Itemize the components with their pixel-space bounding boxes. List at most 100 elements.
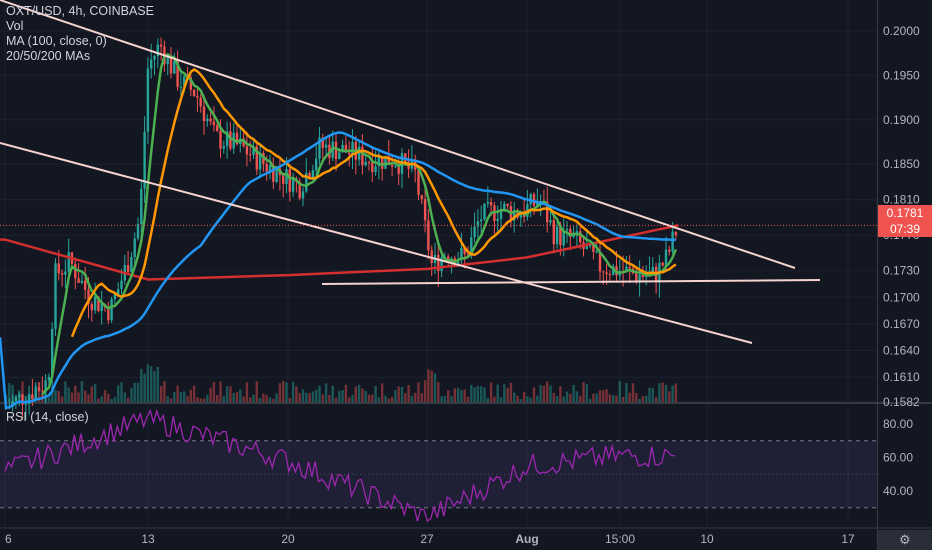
- volume-bar: [229, 386, 232, 402]
- time-tick-label: 6: [5, 532, 12, 546]
- volume-bar: [423, 380, 427, 402]
- candle-body: [34, 387, 37, 399]
- volume-bars: [4, 364, 678, 402]
- price-tick-label: 0.1700: [883, 290, 920, 304]
- volume-bar: [183, 391, 186, 402]
- volume-bar: [390, 396, 394, 402]
- volume-bar: [67, 387, 70, 402]
- ma-label: MA (100, close, 0): [6, 34, 107, 48]
- candle-body: [628, 266, 631, 269]
- gear-icon: ⚙: [899, 532, 911, 547]
- volume-bar: [60, 396, 64, 402]
- ma50-line: [70, 68, 677, 338]
- volume-bar: [456, 388, 460, 402]
- volume-bar: [374, 385, 377, 402]
- volume-bar: [489, 382, 493, 402]
- candle-body: [476, 221, 480, 227]
- rsi-band: [0, 440, 877, 508]
- volume-bar: [90, 386, 93, 402]
- volume-bar: [361, 388, 364, 402]
- candle-body: [489, 202, 493, 206]
- candle-body: [499, 209, 503, 220]
- volume-bar: [562, 396, 565, 402]
- candle-body: [97, 296, 100, 312]
- candle-body: [536, 203, 539, 206]
- volume-bar: [430, 370, 433, 402]
- candle-body: [321, 137, 324, 148]
- candle-body: [506, 203, 509, 207]
- volume-bar: [308, 393, 311, 402]
- volume-bar: [239, 389, 242, 402]
- candle-body: [159, 44, 163, 47]
- chart-settings-button[interactable]: ⚙: [878, 530, 932, 550]
- candle-body: [315, 158, 318, 171]
- candle-body: [529, 194, 532, 205]
- volume-bar: [328, 394, 331, 402]
- volume-bar: [252, 394, 255, 402]
- candle-body: [344, 144, 348, 153]
- candle-body: [60, 273, 64, 275]
- volume-bar: [133, 382, 136, 402]
- candle-body: [77, 278, 80, 283]
- candle-body: [562, 230, 565, 246]
- volume-bar: [37, 382, 41, 402]
- volume-bar: [552, 392, 555, 402]
- volume-bar: [268, 397, 272, 402]
- volume-bar: [509, 382, 513, 402]
- volume-bar: [592, 393, 595, 402]
- volume-bar: [298, 393, 301, 402]
- volume-bar: [57, 391, 60, 402]
- candle-body: [202, 106, 206, 122]
- candle-body: [318, 137, 321, 159]
- candle-body: [249, 154, 252, 156]
- volume-bar: [51, 387, 54, 402]
- volume-bar: [536, 395, 539, 402]
- volume-bar: [245, 382, 249, 402]
- volume-bar: [110, 398, 113, 402]
- volume-bar: [480, 386, 483, 402]
- volume-bar: [341, 390, 344, 402]
- volume-bar: [212, 381, 216, 402]
- volume-bar: [387, 398, 390, 402]
- candle-body: [255, 146, 258, 170]
- volume-bar: [470, 384, 473, 402]
- candle-body: [179, 86, 183, 88]
- candle-body: [569, 228, 572, 237]
- volume-bar: [278, 383, 282, 402]
- volume-bar: [199, 398, 202, 402]
- countdown-tag: 07:39: [878, 221, 932, 237]
- candle-body: [47, 376, 51, 381]
- time-axis: 6 13 20 27 Aug 15:00 10 17: [5, 532, 855, 546]
- candle-body: [199, 97, 202, 107]
- candle-body: [423, 199, 427, 221]
- candle-body: [480, 219, 483, 222]
- price-axis: 0.20000.19500.19000.18500.18100.17700.17…: [883, 24, 920, 409]
- volume-bar: [463, 389, 466, 402]
- candle-body: [377, 156, 381, 167]
- candle-body: [44, 380, 47, 392]
- volume-bar: [414, 392, 417, 402]
- volume-bar: [486, 397, 489, 402]
- chart-legend: OXT/USD, 4h, COINBASE Vol MA (100, close…: [6, 4, 154, 64]
- candle-body: [27, 394, 31, 404]
- volume-bar: [288, 397, 291, 402]
- candle-body: [437, 254, 440, 272]
- volume-bar: [526, 396, 529, 402]
- candle-body: [486, 202, 489, 204]
- trendline: [321, 279, 821, 285]
- candle-body: [371, 162, 374, 173]
- volume-bar: [8, 383, 11, 402]
- time-tick-label: 20: [281, 532, 295, 546]
- candle-body: [169, 55, 173, 74]
- volume-bar: [189, 389, 192, 402]
- volume-bar: [549, 385, 552, 402]
- volume-bar: [153, 371, 156, 402]
- volume-bar: [348, 397, 351, 402]
- rsi-line: [4, 408, 675, 523]
- volume-bar: [588, 398, 592, 402]
- candle-body: [268, 165, 272, 172]
- rsi-label: RSI (14, close): [6, 410, 89, 424]
- mas-label: 20/50/200 MAs: [6, 49, 91, 63]
- candle-body: [595, 251, 598, 253]
